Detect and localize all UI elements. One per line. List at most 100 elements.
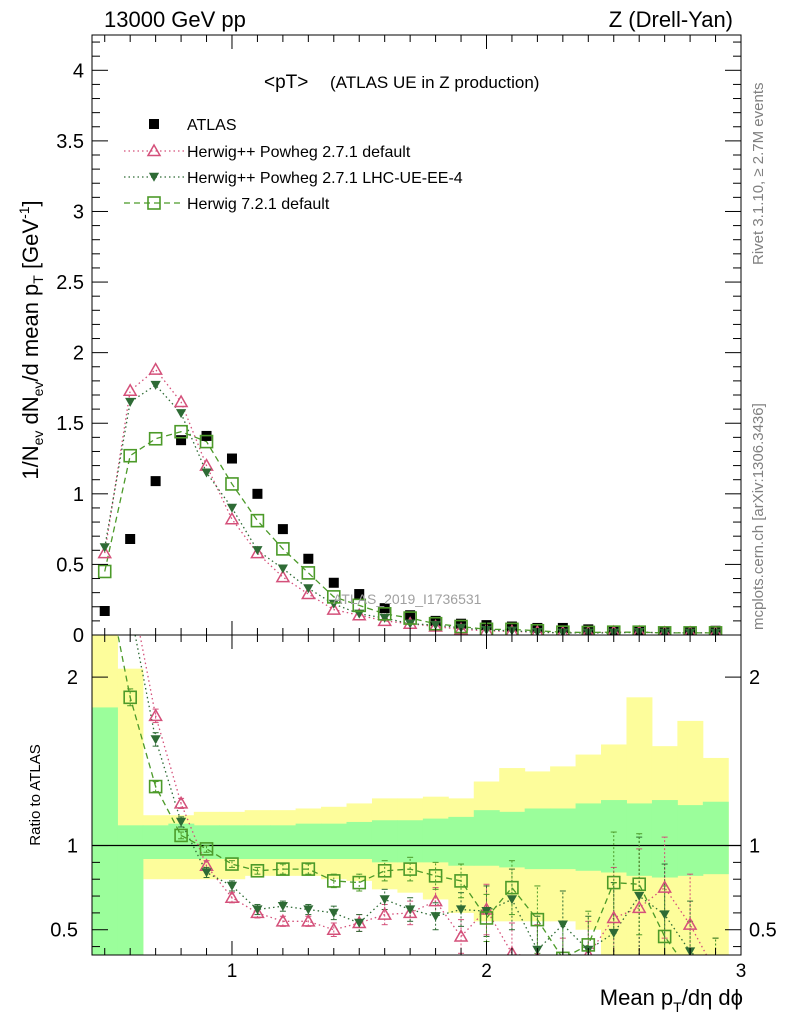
data-point-atlas — [277, 524, 288, 535]
ratio-point-herwig72 — [606, 875, 621, 890]
data-point-herwig72 — [632, 625, 646, 635]
ratio-point-herwigpp_ue — [150, 735, 161, 745]
ratio-band-inner — [397, 820, 424, 863]
ratio-point-herwig72 — [250, 863, 265, 878]
data-point-herwig72 — [352, 598, 367, 613]
data-point-herwigpp_default — [224, 511, 240, 525]
ratio-point-herwig72 — [301, 862, 316, 876]
data-point-herwigpp_default — [97, 545, 113, 559]
data-point-herwig72 — [530, 623, 545, 635]
ratio-point-herwigpp_default — [631, 900, 647, 914]
ratio-band-inner — [244, 825, 271, 859]
ratio-band-inner — [219, 825, 246, 859]
data-point-atlas — [176, 435, 187, 446]
data-point-herwigpp_ue — [328, 599, 339, 609]
data-point-herwigpp_default — [173, 394, 189, 408]
y-tick-label: 3.5 — [56, 131, 84, 153]
data-point-herwig72 — [377, 607, 392, 621]
ratio-point-herwigpp_ue — [455, 905, 467, 915]
y-tick-label: 4 — [73, 60, 84, 82]
ratio-point-herwigpp_ue — [277, 901, 288, 911]
ratio-point-herwigpp_default — [428, 893, 443, 907]
ratio-point-herwigpp_default — [124, 578, 136, 589]
ratio-point-herwig72 — [377, 863, 392, 878]
ratio-point-herwigpp_ue — [405, 905, 416, 915]
ratio-y-axis-label: Ratio to ATLAS — [27, 744, 44, 845]
legend-label-atlas: ATLAS — [187, 117, 237, 134]
ratio-point-herwig72 — [352, 875, 367, 890]
ratio-band-inner — [92, 707, 118, 955]
ratio-point-herwigpp_ue — [303, 905, 314, 915]
energy-label: 13000 GeV pp — [104, 7, 246, 32]
plot-subtitle: (ATLAS UE in Z production) — [330, 73, 539, 92]
legend: ATLAS Herwig++ Powheg 2.7.1 default Herwig… — [124, 117, 463, 213]
data-point-herwigpp_ue — [99, 543, 110, 553]
ratio-point-herwigpp_default — [99, 435, 111, 446]
data-point-atlas — [150, 476, 161, 487]
process-label: Z (Drell-Yan) — [609, 7, 733, 32]
x-tick-label: 2 — [481, 961, 492, 982]
y-tick-label: 2 — [73, 343, 84, 365]
ratio-point-herwigpp_default — [377, 907, 392, 920]
data-point-atlas — [532, 622, 543, 633]
data-point-herwig72 — [301, 566, 316, 580]
ratio-point-herwigpp_ue — [100, 403, 110, 412]
main-y-axis-label: 1/Nev dNev/d mean pT [GeV-1] — [16, 200, 46, 479]
ratio-band-inner — [117, 825, 144, 955]
data-point-herwig72 — [250, 513, 265, 528]
ratio-point-herwig72 — [684, 966, 696, 978]
data-point-atlas — [405, 610, 416, 621]
ratio-line-herwig72 — [117, 635, 679, 955]
ratio-y-tick-label-right: 0.5 — [749, 920, 777, 942]
y-tick-label: 0.5 — [56, 554, 84, 576]
data-point-herwigpp_default — [479, 623, 494, 635]
data-point-herwig72 — [708, 626, 723, 635]
data-point-herwigpp_default — [122, 383, 138, 397]
legend-marker-herwigpp_ue — [148, 172, 160, 182]
data-point-herwigpp_ue — [201, 468, 212, 478]
analysis-watermark: ATLAS_2019_I1736531 — [333, 591, 482, 607]
ratio-band-inner — [371, 820, 398, 863]
x-tick-label: 3 — [736, 961, 747, 982]
x-axis-label: Mean pT/dη dϕ — [600, 985, 743, 1015]
legend-marker-herwig72 — [147, 196, 161, 210]
ratio-point-herwigpp_ue — [710, 968, 720, 977]
legend-marker-atlas — [149, 119, 159, 129]
ratio-point-herwigpp_default — [250, 905, 265, 919]
data-point-atlas — [328, 577, 339, 588]
data-point-atlas — [99, 606, 110, 616]
ratio-point-herwig72 — [225, 857, 239, 871]
data-point-atlas — [354, 589, 365, 600]
ratio-frame — [91, 634, 742, 956]
ratio-y-tick-label-right: 1 — [749, 836, 760, 858]
ratio-band-inner — [295, 823, 322, 859]
ratio-band-inner — [499, 811, 526, 868]
ratio-point-herwigpp_default — [606, 910, 622, 924]
ratio-point-herwigpp_ue — [430, 912, 441, 922]
ratio-point-herwigpp_default — [657, 880, 672, 893]
data-point-atlas — [125, 534, 136, 544]
ratio-point-herwigpp_ue — [557, 920, 568, 930]
ratio-point-herwigpp_ue — [354, 918, 365, 928]
ratio-band-inner — [473, 810, 500, 866]
ratio-point-herwig72 — [632, 877, 646, 892]
ratio-point-herwigpp_default — [710, 966, 722, 977]
ratio-point-herwig72 — [326, 874, 341, 888]
series-line-herwigpp_default — [104, 368, 716, 634]
data-point-herwig72 — [606, 625, 621, 635]
ratio-band-inner — [422, 818, 449, 863]
ratio-point-herwigpp_ue — [252, 905, 263, 915]
data-point-atlas — [252, 488, 263, 499]
ratio-point-herwig72 — [428, 869, 443, 883]
ratio-point-herwigpp_default — [148, 708, 163, 722]
ratio-point-herwig72 — [403, 862, 417, 876]
ratio-point-herwigpp_default — [224, 890, 240, 903]
mcplots-reference-label: mcplots.cern.ch [arXiv:1306.3436] — [750, 403, 767, 630]
data-point-herwigpp_ue — [226, 503, 238, 513]
ratio-band-inner — [346, 821, 373, 859]
ratio-point-herwig72 — [123, 690, 137, 705]
data-point-atlas — [303, 553, 314, 564]
ratio-y-tick-label: 1 — [67, 836, 78, 858]
data-point-herwig72 — [556, 625, 570, 635]
data-point-herwigpp_ue — [150, 380, 161, 390]
